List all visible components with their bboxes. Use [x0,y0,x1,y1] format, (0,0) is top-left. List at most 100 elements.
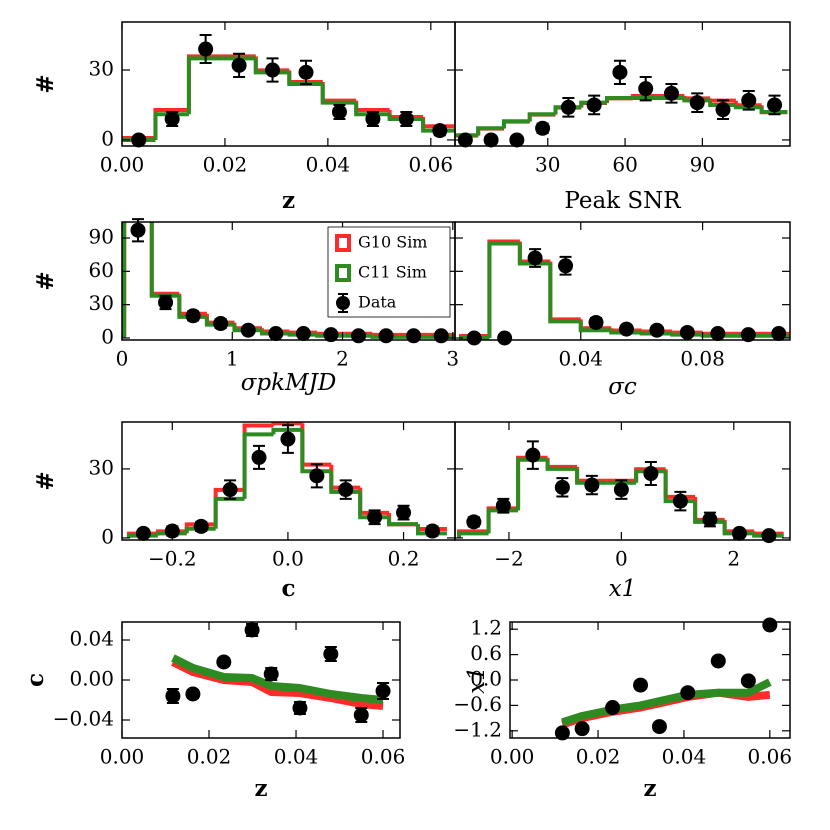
data-point [740,327,756,343]
data-point [535,120,551,136]
data-point [378,328,394,344]
x-tick-label: 0.02 [203,153,248,177]
y-tick-label: −0.6 [453,692,502,716]
data-point [680,685,696,701]
x-tick-label: 30 [535,153,560,177]
data-point [433,328,449,344]
histogram-step [527,112,556,122]
histogram-step [213,496,245,529]
x-tick-label: 0.00 [100,153,145,177]
series-line [171,654,384,704]
plot-area [171,654,384,710]
x-tick-label: 2 [336,347,349,371]
data-point [323,327,339,343]
histogram-step [501,119,530,129]
data-point [164,111,180,127]
data-point [612,64,628,80]
data-point [268,326,284,342]
x-tick-label: 1 [226,347,239,371]
data-point [353,707,369,723]
data-point [525,447,541,463]
x-tick-label: 0.02 [187,745,232,769]
x-axis-label: σpkMJD [241,370,337,396]
series-line [561,678,772,727]
y-tick-label: 0.6 [470,641,502,665]
data-point [605,700,621,716]
data-points [466,248,787,346]
histogram-step [578,321,612,333]
data-point [265,62,281,78]
data-point [165,688,181,704]
histogram-step [354,100,390,112]
data-point [554,725,570,741]
data-point [509,132,525,148]
data-point [164,523,180,539]
data-point [527,250,543,266]
data-point [715,102,731,118]
y-tick-label: 1.2 [470,616,502,640]
histogram-step [733,104,762,110]
data-point [396,505,412,521]
histogram-step [122,222,127,336]
data-point [554,479,570,495]
histogram-step [759,107,788,114]
histogram-step [358,487,390,515]
data-point [710,653,726,669]
x-tick-label: 0.04 [306,153,351,177]
data-point [613,482,629,498]
histogram-step [300,423,332,467]
histogram-step [457,531,489,538]
data-point [761,528,777,544]
data-point [588,314,604,330]
x-tick-label: 0.08 [680,347,725,371]
data-point [740,673,756,689]
histogram-step [517,243,551,266]
data-point [280,431,296,447]
data-point [338,482,354,498]
plot-area [122,54,455,142]
data-point [689,95,705,111]
x-axis-label: Peak SNR [564,188,681,214]
data-point [558,258,574,274]
data-point [244,622,260,638]
y-tick-label: 0 [101,325,114,349]
x-tick-label: 0.00 [100,745,145,769]
histogram-step [320,82,357,103]
y-tick-label: 0 [101,126,114,150]
y-tick-label: 0.00 [69,667,114,691]
y-axis-label: x1 [464,666,490,694]
x-tick-label: 0.06 [409,153,454,177]
data-point [198,41,214,57]
histogram-step [545,457,578,469]
data-point [586,97,602,113]
x-axis-label: z [282,187,295,214]
data-point [663,85,679,101]
legend-label: Data [358,293,397,312]
data-point [710,326,726,342]
data-points [466,440,777,544]
data-point [618,321,634,337]
x-tick-label: 0.04 [559,347,604,371]
histogram-step [186,54,223,110]
y-axis-label: # [32,74,59,93]
legend-marker [335,264,351,282]
legend-marker [335,234,351,252]
x-axis-label: c [281,575,295,602]
data-point [130,222,146,238]
plot-area [561,678,772,729]
x-tick-label: 0.06 [748,745,793,769]
x-tick-label: 0.00 [490,745,535,769]
plot-area [455,93,788,138]
x-tick-label: 0.2 [388,547,420,571]
data-points [131,34,448,148]
data-point [649,322,665,338]
histogram-step [242,432,274,499]
data-point [679,324,695,340]
data-point [331,104,347,120]
data-point [309,468,325,484]
data-point [365,111,381,127]
x-tick-label: 0.02 [576,745,621,769]
data-point [633,677,649,693]
histogram-step [387,517,418,527]
